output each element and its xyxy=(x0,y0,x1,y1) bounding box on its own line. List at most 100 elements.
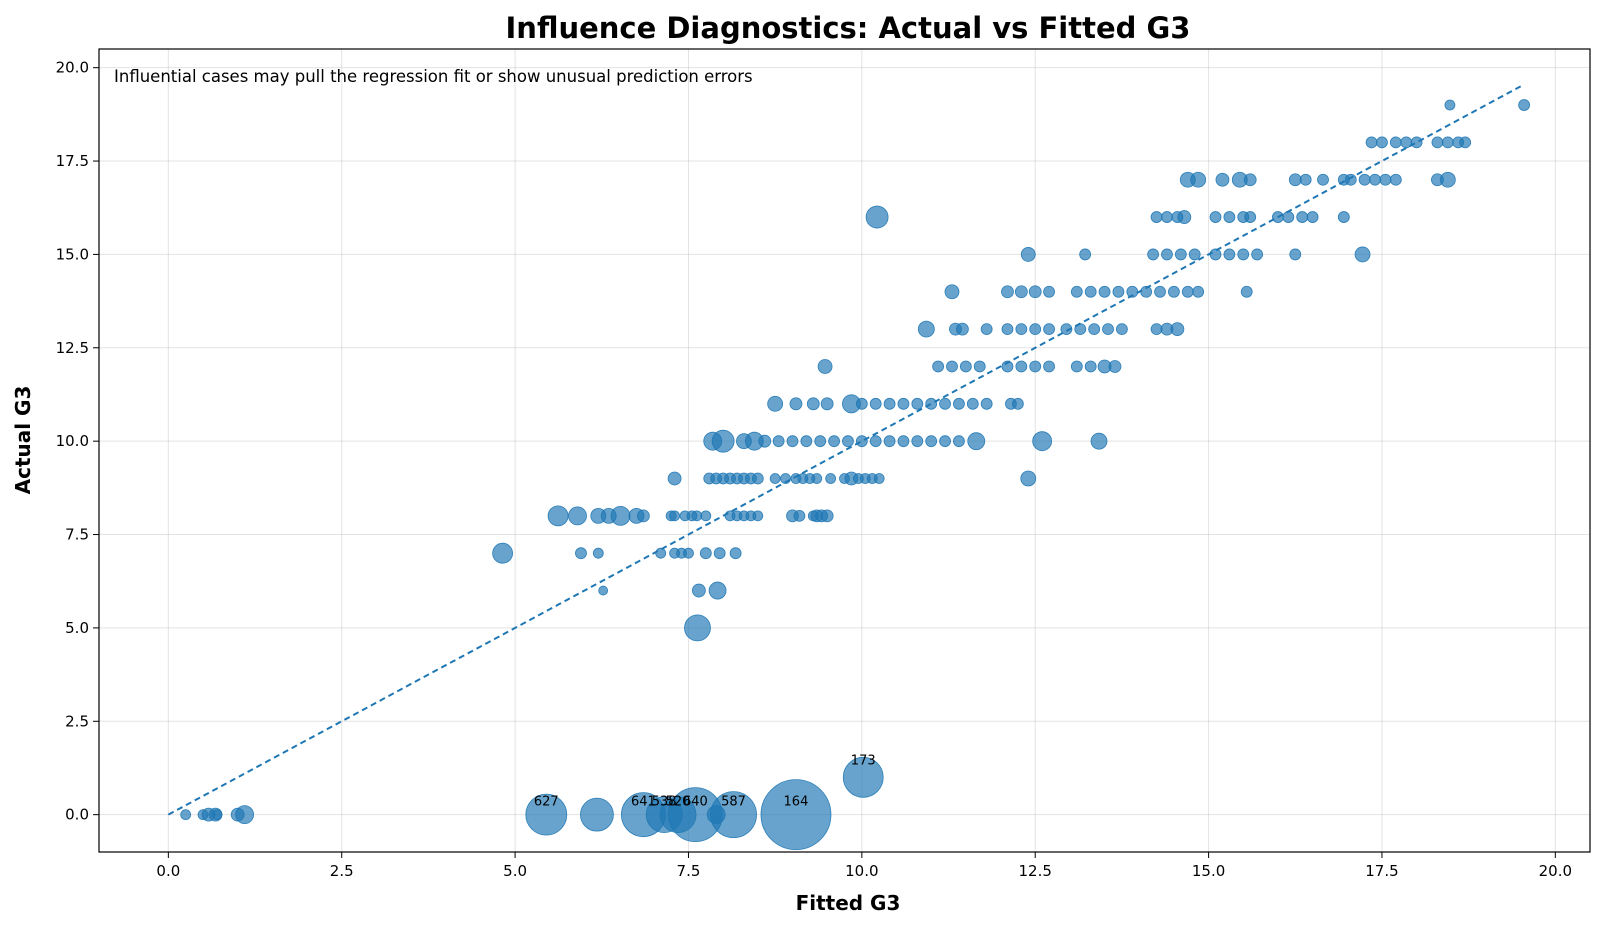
data-point xyxy=(820,397,834,411)
data-point xyxy=(691,583,706,598)
data-point xyxy=(932,360,945,373)
data-point xyxy=(1215,172,1230,187)
data-point xyxy=(211,809,223,821)
data-point xyxy=(1115,323,1128,336)
x-tick-label: 2.5 xyxy=(330,862,354,880)
data-point xyxy=(575,547,587,560)
x-tick-label: 7.5 xyxy=(677,862,701,880)
data-point xyxy=(669,510,680,522)
data-point xyxy=(713,547,726,560)
data-point xyxy=(1070,285,1083,298)
x-axis-ticks: 0.0 2.5 5.0 7.5 10.0 12.5 15.0 17.5 20.0 xyxy=(156,852,1572,880)
point-id-label: 520 xyxy=(666,795,691,810)
data-point xyxy=(925,435,938,448)
data-point xyxy=(1354,246,1371,263)
data-point xyxy=(667,471,682,486)
influential-point xyxy=(842,756,884,798)
data-point xyxy=(1029,360,1042,373)
y-tick-label: 7.5 xyxy=(65,526,89,544)
data-point xyxy=(492,542,514,564)
data-point xyxy=(1282,211,1295,223)
data-point xyxy=(568,506,587,526)
data-point xyxy=(814,435,827,448)
data-point xyxy=(869,397,882,410)
data-point xyxy=(1431,136,1444,149)
y-tick-label: 20.0 xyxy=(56,59,89,77)
data-point xyxy=(842,435,854,448)
data-point xyxy=(1337,211,1350,223)
data-point xyxy=(1240,285,1253,298)
data-point xyxy=(1126,285,1139,298)
y-tick-label: 5.0 xyxy=(65,619,89,637)
point-id-label: 640 xyxy=(683,795,708,810)
data-point xyxy=(610,505,631,526)
point-id-label: 627 xyxy=(534,795,559,810)
data-point xyxy=(806,397,820,411)
data-point xyxy=(917,320,935,338)
data-point xyxy=(1306,211,1319,223)
data-point xyxy=(1154,285,1166,298)
data-points xyxy=(180,99,1531,851)
data-point xyxy=(1344,173,1357,186)
data-point xyxy=(235,805,255,825)
data-point xyxy=(1181,285,1194,298)
data-point xyxy=(636,509,650,523)
data-point xyxy=(691,510,703,522)
data-point xyxy=(1032,431,1053,452)
data-point xyxy=(1102,323,1114,336)
data-point xyxy=(873,473,885,484)
data-point xyxy=(655,547,667,559)
point-id-label: 164 xyxy=(784,795,809,810)
data-point xyxy=(1299,173,1312,186)
data-point xyxy=(828,435,840,448)
influential-point xyxy=(525,793,568,836)
point-id-label: 173 xyxy=(851,753,876,768)
data-point xyxy=(1251,248,1264,261)
data-point xyxy=(1223,248,1236,261)
data-point xyxy=(1028,285,1042,299)
data-point xyxy=(955,322,969,336)
data-point xyxy=(1084,360,1097,373)
data-point xyxy=(1365,136,1378,149)
data-point xyxy=(592,547,604,559)
data-point xyxy=(973,360,986,373)
data-point xyxy=(1074,323,1087,336)
data-point xyxy=(897,435,910,448)
data-point xyxy=(1190,171,1207,188)
data-point xyxy=(1001,323,1014,336)
data-point xyxy=(946,360,958,373)
data-point xyxy=(883,435,896,448)
data-point xyxy=(786,435,799,448)
data-point xyxy=(729,547,742,560)
data-point xyxy=(700,510,712,522)
data-point xyxy=(1014,285,1028,299)
data-point xyxy=(1243,173,1257,187)
data-point xyxy=(820,509,834,523)
data-point xyxy=(953,435,965,448)
point-id-label: 641 xyxy=(631,795,656,810)
data-point xyxy=(980,397,993,410)
data-point xyxy=(1112,285,1125,298)
data-point xyxy=(767,395,784,412)
data-point xyxy=(825,473,837,484)
data-point xyxy=(1060,323,1073,336)
data-point xyxy=(1043,285,1055,298)
data-point xyxy=(1020,247,1036,262)
data-point xyxy=(939,397,951,410)
data-point xyxy=(711,429,735,453)
x-tick-label: 17.5 xyxy=(1365,862,1398,880)
data-point xyxy=(1288,173,1302,187)
plot-frame xyxy=(98,48,1591,853)
data-point xyxy=(1168,285,1180,298)
data-point xyxy=(1161,248,1173,261)
data-point xyxy=(865,205,889,229)
data-point xyxy=(811,473,823,484)
data-point xyxy=(1015,360,1028,373)
data-point xyxy=(1043,323,1055,336)
data-point xyxy=(911,397,924,410)
y-tick-label: 10.0 xyxy=(56,432,89,450)
data-point xyxy=(1317,173,1329,186)
x-tick-label: 10.0 xyxy=(845,862,878,880)
data-point xyxy=(1296,211,1309,223)
